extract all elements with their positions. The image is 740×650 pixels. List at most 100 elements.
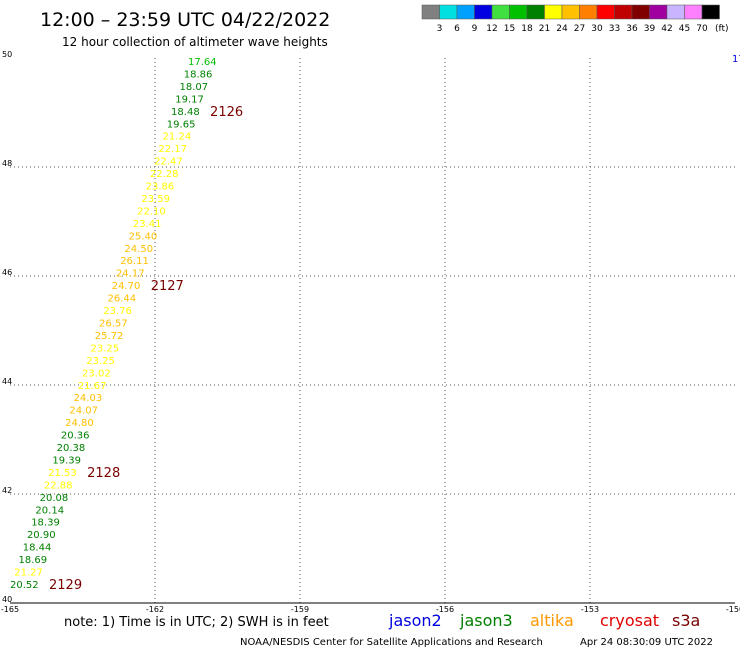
wave-height-value: 20.08 [40,493,69,504]
wave-height-value: 23.25 [86,356,115,367]
legend-label: 33 [609,24,620,34]
wave-height-value: 21.27 [14,568,43,579]
legend-swatch [631,4,650,20]
legend-label: 9 [472,24,478,34]
wave-height-value: 18.86 [184,69,213,80]
wave-height-value: 21.24 [163,132,192,143]
wave-height-value: 22.88 [44,480,73,491]
pass-number-label: 2129 [49,578,82,593]
legend-label: 42 [661,24,672,34]
wave-height-value: 24.03 [74,393,103,404]
legend-swatch [649,4,668,20]
wave-height-value: 24.80 [65,418,94,429]
satellite-name: s3a [672,611,700,630]
wave-height-value: 19.39 [52,455,81,466]
legend-label: 15 [504,24,515,34]
latitude-tick-label: 40 [2,595,12,604]
pass-number-label: 2126 [210,105,243,120]
latitude-tick-label: 44 [2,377,12,386]
latitude-tick-label: 46 [2,268,12,277]
latitude-tick-label: 42 [2,486,12,495]
pass-labels: 2126 2127 2128 2129 [49,105,243,593]
legend-label: 39 [644,24,656,34]
wave-height-value: 22.10 [137,206,166,217]
wave-height-value: 22.28 [150,169,179,180]
wave-height-value: 23.41 [133,219,162,230]
legend-swatch [474,4,493,20]
legend-label: 3 [437,24,443,34]
longitude-tick-label: -150 [726,605,740,614]
latitude-tick-label: 48 [2,159,12,168]
satellite-name: cryosat [600,611,659,630]
wave-height-value: 22.17 [158,144,187,155]
satellite-legend: jason2 jason3 altika cryosat s3a [388,611,700,630]
legend-swatch [544,4,563,20]
color-scale-unit: (ft) [715,24,729,34]
legend-swatch [684,4,703,20]
legend-label: 36 [626,24,638,34]
wave-height-value: 24.17 [116,269,145,280]
longitude-tick-label: -162 [146,605,164,614]
wave-height-value: 18.07 [180,82,209,93]
wave-height-value: 25.40 [129,231,158,242]
wave-height-value: 23.86 [146,182,175,193]
legend-swatch [526,4,545,20]
legend-swatch [561,4,580,20]
satellite-name: jason2 [388,611,442,630]
legend-label: 21 [539,24,550,34]
wave-height-value: 24.70 [112,281,141,292]
legend-swatch [456,4,475,20]
legend-swatch [421,4,440,20]
wave-height-value: 20.90 [27,530,56,541]
wave-height-value: 18.39 [31,518,60,529]
legend-swatch [439,4,458,20]
latitude-tick-label: 50 [2,50,12,59]
pass-number-label: 2128 [87,466,120,481]
legend-label: 24 [556,24,568,34]
wave-height-value: 18.48 [171,107,200,118]
legend-label: 45 [679,24,690,34]
wave-height-value: 23.02 [82,368,111,379]
wave-height-value: 21.53 [48,468,77,479]
map-title: 12:00 – 23:59 UTC 04/22/2022 [40,9,330,31]
legend-swatch [701,4,720,20]
wave-height-value: 24.07 [69,406,98,417]
wave-height-value: 20.38 [57,443,86,454]
legend-label: 27 [574,24,585,34]
wave-height-value: 20.52 [10,580,39,591]
legend-swatch [614,4,633,20]
legend-label: 70 [696,24,708,34]
credit-text: NOAA/NESDIS Center for Satellite Applica… [240,637,543,648]
timestamp-text: Apr 24 08:30:09 UTC 2022 [580,637,713,648]
legend-swatch [509,4,528,20]
satellite-name: altika [530,611,574,630]
longitude-tick-label: -156 [436,605,454,614]
wave-height-value: 20.14 [35,505,64,516]
legend-swatch [491,4,510,20]
pass-number-label: 2127 [151,279,184,294]
legend-label: 6 [454,24,460,34]
wave-height-value: 21.67 [78,381,107,392]
wave-height-value: 19.17 [175,94,204,105]
color-scale-legend: 3 6 9 12 15 18 21 24 27 30 33 36 39 42 45 70 [421,4,720,34]
units-note: note: 1) Time is in UTC; 2) SWH is in fe… [64,615,329,630]
wave-height-value: 17.64 [188,57,217,68]
longitude-tick-label: -153 [581,605,599,614]
legend-label: 12 [486,24,497,34]
longitude-tick-label: -159 [291,605,309,614]
wave-height-value: 24.50 [124,244,153,255]
legend-swatch [596,4,615,20]
wave-height-value: 23.59 [141,194,170,205]
legend-swatch [579,4,598,20]
wave-height-value: 23.25 [91,343,120,354]
legend-label: 30 [591,24,603,34]
longitude-tick-label: -165 [1,605,19,614]
wave-height-value: 18.69 [18,555,47,566]
wave-height-value: 20.36 [61,431,90,442]
wave-height-value: 18.44 [23,543,52,554]
legend-label: 18 [521,24,533,34]
map-grid: -165 -162 -159 -156 -153 -150 50 48 46 44 42 40 [1,50,740,614]
wave-height-value: 25.72 [95,331,124,342]
